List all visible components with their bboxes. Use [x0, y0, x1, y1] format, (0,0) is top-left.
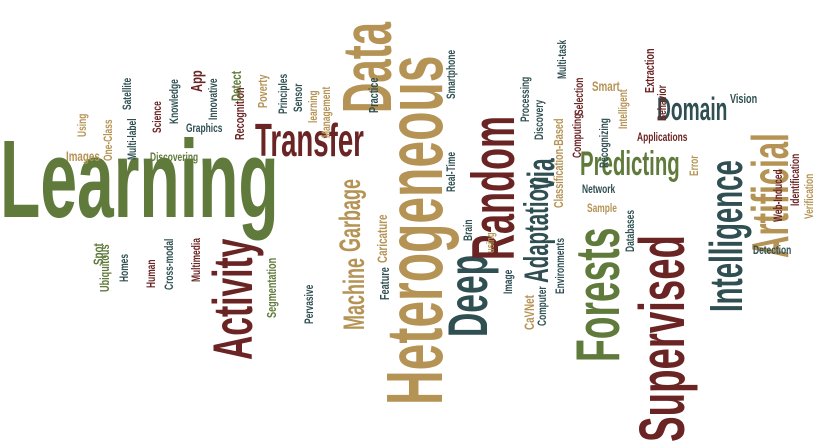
- cloud-word-behavior: Behavior: [655, 85, 669, 121]
- cloud-word-discovering: Discovering: [150, 150, 199, 164]
- cloud-word-web-induced: Web-Induced: [771, 169, 785, 222]
- cloud-word-environments: Environments: [553, 237, 567, 294]
- cloud-word-knowledge: Knowledge: [167, 79, 181, 124]
- cloud-word-machine: Machine: [338, 257, 371, 330]
- cloud-word-domain: Domain: [657, 91, 728, 127]
- cloud-word-spot: Spot: [90, 243, 106, 265]
- cloud-word-management: Management: [319, 86, 333, 138]
- cloud-word-images: Images: [66, 148, 100, 164]
- cloud-word-activity: Activity: [201, 238, 264, 360]
- cloud-word-multimedia: Multimedia: [189, 238, 203, 282]
- cloud-word-detection: Detection: [753, 243, 792, 257]
- cloud-word-using: using: [485, 232, 497, 253]
- cloud-word-intelligent: Intelligent: [616, 89, 630, 129]
- cloud-word-applications: Applications: [637, 130, 688, 144]
- cloud-word-brain: Brain: [461, 219, 475, 241]
- cloud-word-multi-task: Multi-task: [555, 39, 569, 79]
- cloud-word-real-time: Real-Time: [444, 152, 458, 192]
- cloud-word-vision: Vision: [730, 91, 758, 106]
- cloud-word-innovative: Innovative: [206, 78, 220, 120]
- cloud-word-learning: Learning: [0, 118, 279, 241]
- cloud-word-error: Error: [687, 155, 701, 176]
- cloud-word-adaptation: Adaptation: [518, 176, 556, 283]
- cloud-word-sample: Sample: [587, 201, 617, 215]
- cloud-word-recognizing: Recognizing: [597, 118, 611, 168]
- cloud-word-graphics: Graphics: [186, 121, 223, 135]
- cloud-word-detect: Detect: [228, 71, 244, 101]
- cloud-word-learning: learning: [306, 90, 320, 123]
- cloud-word-pervasive: Pervasive: [302, 284, 316, 324]
- cloud-word-caricature: Caricature: [374, 214, 390, 263]
- cloud-word-smart: Smart: [592, 78, 620, 94]
- cloud-word-transfer: Transfer: [255, 114, 364, 166]
- cloud-word-selection: Selection: [572, 77, 586, 115]
- cloud-word-app: App: [189, 70, 206, 92]
- cloud-word-sensor: Sensor: [291, 83, 305, 112]
- cloud-word-cavnet: CaVNet: [521, 295, 537, 330]
- cloud-word-supervised: Supervised: [626, 234, 698, 442]
- cloud-word-cross-modal: Cross-modal: [162, 238, 176, 290]
- cloud-word-predicting: Predicting: [580, 145, 680, 183]
- cloud-word-deep: Deep: [436, 254, 499, 337]
- cloud-word-identification: Identification: [788, 153, 802, 206]
- cloud-word-classification-based: Classification-Based: [551, 118, 566, 208]
- cloud-word-discovery: Discovery: [532, 99, 546, 140]
- cloud-word-principles: Principles: [276, 73, 290, 114]
- cloud-word-one-class: One-Class: [101, 119, 115, 161]
- cloud-word-practice: Practice: [366, 77, 381, 113]
- cloud-word-multi-label: Multi-label: [125, 118, 139, 160]
- cloud-word-network: Network: [582, 182, 616, 196]
- cloud-word-science: Science: [150, 101, 164, 133]
- cloud-word-computer: Computer: [535, 286, 549, 326]
- cloud-word-feature: Feature: [377, 267, 392, 300]
- cloud-word-smartphone: Smartphone: [444, 49, 458, 99]
- cloud-word-using: Using: [75, 113, 89, 137]
- cloud-word-computing: Computing: [570, 113, 584, 158]
- cloud-word-garbage: Garbage: [334, 178, 367, 252]
- cloud-word-satellite: Satellite: [120, 77, 134, 110]
- cloud-word-segmentation: Segmentation: [264, 257, 279, 318]
- cloud-word-homes: Homes: [117, 253, 131, 282]
- cloud-word-image: Image: [501, 269, 515, 294]
- cloud-word-databases: Databases: [623, 209, 637, 252]
- cloud-word-human: Human: [144, 259, 158, 288]
- cloud-word-processing: Processing: [518, 76, 532, 122]
- cloud-word-verification: Verification: [802, 173, 816, 219]
- cloud-word-forests: Forests: [564, 227, 633, 362]
- cloud-word-poverty: Poverty: [255, 74, 270, 108]
